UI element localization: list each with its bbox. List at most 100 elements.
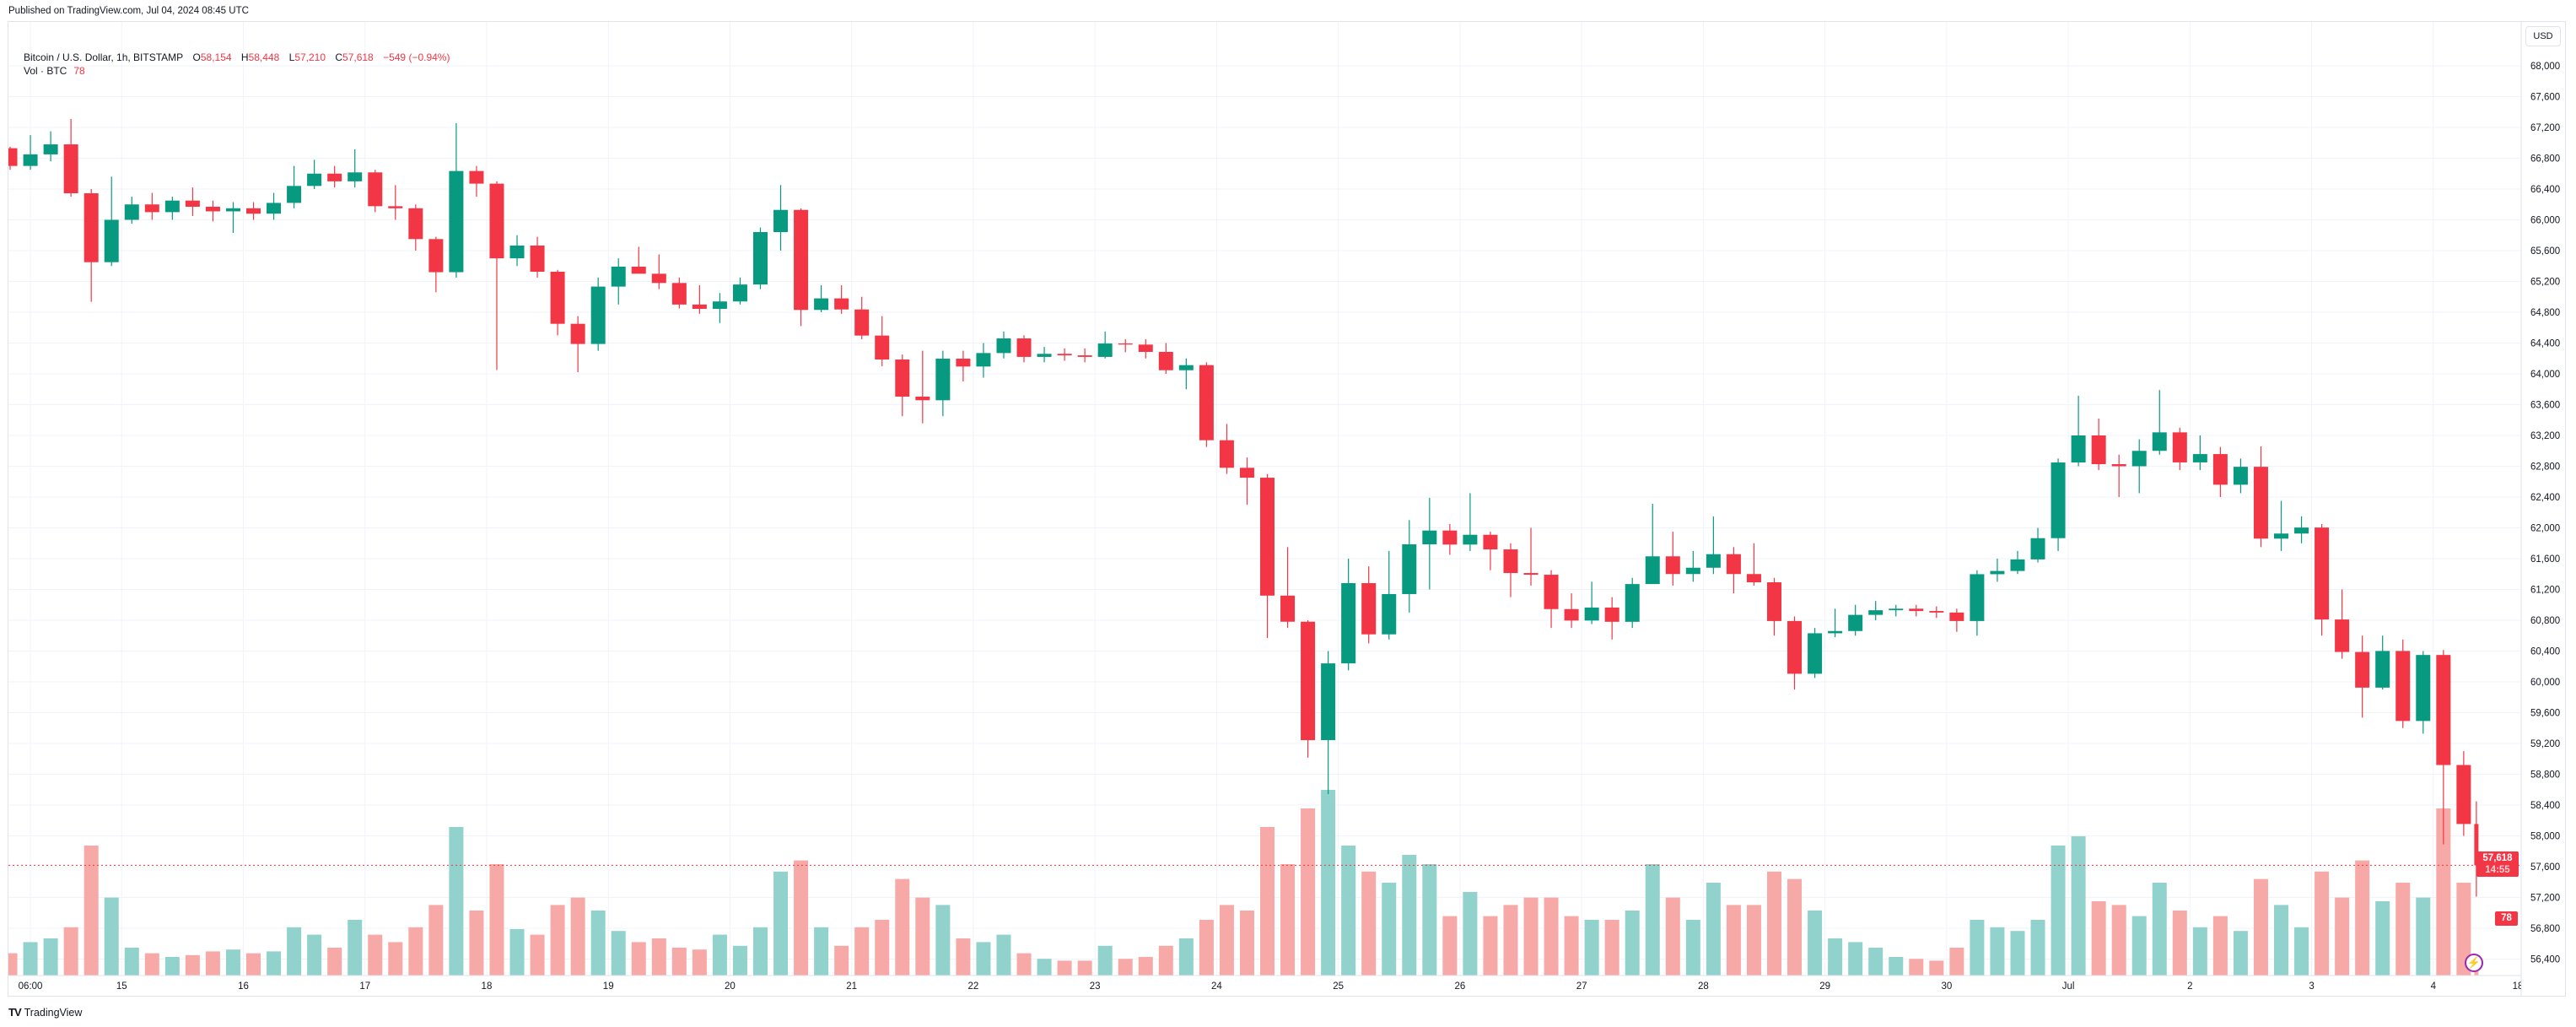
volume-bar [2416,897,2431,976]
candle [2395,639,2411,728]
candle [671,277,687,309]
candle-body [712,301,727,309]
candle [651,254,666,289]
volume-bar [651,938,666,976]
candle [1199,362,1214,447]
volume-bar [23,942,38,976]
candle-body [1077,355,1092,357]
candle-body [1848,614,1863,631]
candle [2355,635,2370,718]
candle-body [895,359,910,397]
candle-body [1301,621,1316,741]
candle-body [2091,435,2106,465]
price-axis[interactable]: 68,000 67,600 67,200 66,800 66,400 66,000 65,6… [2530,62,2560,965]
price-tick-label: 63,600 [2530,401,2560,411]
candle-body [1260,478,1275,596]
candle [1178,358,1194,390]
price-tick-label: 65,600 [2530,246,2560,257]
price-tick-label: 64,000 [2530,370,2560,380]
candle [1746,543,1761,586]
candle [2030,527,2045,563]
price-tick-label: 67,600 [2530,93,2560,103]
volume-bar [935,905,951,976]
candlestick-chart[interactable]: 68,000 67,600 67,200 66,800 66,400 66,000 65,6… [8,22,2566,997]
volume-bar [144,953,159,976]
candle [631,246,646,274]
time-axis[interactable]: 06:00 15 16 17 18 19 20 21 22 23 24 25 26 27 28 29 30 Jul… [19,981,2537,992]
candle [1463,493,1478,551]
candle [854,296,870,339]
candles [8,118,2479,897]
volume-bar [1767,871,1781,976]
candle-body [164,200,180,213]
price-tick-label: 66,000 [2530,216,2560,226]
candle-body [2456,765,2471,824]
volume-bar [915,897,930,976]
candle [2172,427,2187,471]
legend-symbol[interactable]: Bitcoin / U.S. Dollar, 1h, BITSTAMP [24,51,184,63]
volume-bar [185,954,200,976]
candle-body [935,359,951,401]
volume-bar [956,938,971,976]
candle-body [124,204,139,220]
candle [1970,570,1985,636]
candle-body [2233,467,2248,485]
candle [23,135,38,170]
volume-bar [1199,920,1214,976]
candle [875,316,890,366]
time-tick-label: 06:00 [19,981,43,992]
candle [1909,604,1924,617]
candle [1685,550,1700,582]
candle-body [2030,538,2045,559]
volume-bar [631,942,646,976]
volume-bar [1645,864,1660,976]
candle [469,165,484,197]
legend-volume: 78 [73,65,85,77]
candle [2212,446,2228,497]
legend-high: 58,448 [248,51,280,63]
candle-body [2375,651,2390,688]
candle-body [1564,608,1579,621]
volume-bar [834,945,849,976]
price-tick-label: 59,600 [2530,709,2560,719]
time-tick-label: 18 [482,981,493,992]
published-caption: Published on TradingView.com, Jul 04, 20… [8,6,249,16]
last-price-label: 57,618 14:55 [2476,851,2519,877]
candle [2315,523,2330,636]
candle-body [84,193,99,262]
volume-bar [43,938,58,976]
candle-body [1016,338,1032,357]
legend-volume-label[interactable]: Vol · BTC [24,65,67,77]
volume-bar [2071,836,2086,976]
brand-footer[interactable]: TV TradingView [8,1006,82,1019]
candle-body [611,266,626,287]
volume-bar [996,934,1011,976]
legend-close: 57,618 [342,51,374,63]
volume-bar [449,827,464,976]
currency-button[interactable]: USD [2525,26,2561,46]
time-tick-label: 20 [725,981,736,992]
candle-body [1767,582,1781,621]
time-tick-label: 16 [238,981,249,992]
price-tick-label: 62,800 [2530,462,2560,473]
volume-bar [712,934,727,976]
volume-bar [1848,942,1863,976]
lightning-icon[interactable]: ⚡ [2465,954,2483,972]
candle-body [307,173,322,186]
chart-frame[interactable]: 68,000 67,600 67,200 66,800 66,400 66,000 65,6… [8,21,2566,997]
candle-body [570,323,585,344]
candle [1544,570,1559,629]
candle-body [449,170,464,273]
volume-bar [267,951,282,976]
price-tick-label: 67,200 [2530,123,2560,133]
candle-body [1970,574,1985,621]
volume-bar [2152,883,2167,976]
candle-body [1280,595,1296,622]
candle-body [1037,354,1052,357]
candle [348,149,363,188]
candle [2131,439,2147,494]
candle-body [185,200,200,207]
candle-body [996,338,1011,354]
brand-name: TradingView [24,1006,83,1019]
candle [1645,504,1660,585]
